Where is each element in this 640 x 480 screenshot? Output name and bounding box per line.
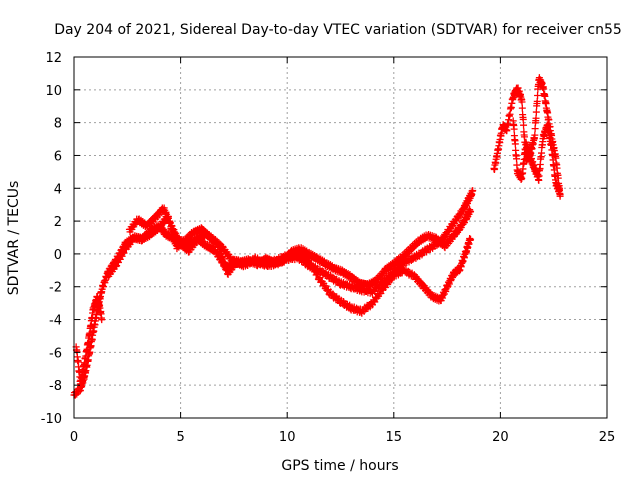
y-tick-label: 0	[54, 248, 62, 263]
data-point	[372, 293, 380, 301]
series-track-5	[509, 117, 564, 199]
series-track-4	[490, 74, 564, 200]
y-tick-label: -8	[49, 379, 62, 394]
y-tick-label: 8	[54, 117, 62, 132]
x-tick-label: 15	[386, 430, 403, 445]
data-point	[556, 191, 564, 199]
data-point	[513, 155, 521, 163]
data-point	[518, 104, 526, 112]
series-track-1	[70, 187, 477, 399]
x-tick-label: 20	[492, 430, 509, 445]
data-point	[533, 97, 541, 105]
plot-frame	[73, 56, 608, 419]
data-point	[308, 261, 316, 269]
data-point	[532, 108, 540, 116]
y-tick-label: 10	[45, 84, 62, 99]
y-tick-label: 2	[54, 215, 62, 230]
data-point	[467, 207, 475, 215]
axis-ticks: 0 5 10 15 20 25 -10 -8 -6 -4 -2 0 2 4 6 8 10 12	[41, 51, 616, 445]
y-tick-label: -4	[49, 314, 62, 329]
data-point	[534, 92, 542, 100]
data-point	[531, 125, 539, 133]
data-point	[510, 125, 518, 133]
x-tick-label: 5	[176, 430, 184, 445]
data-point	[467, 235, 475, 243]
y-tick-label: -10	[41, 412, 62, 427]
data-point	[469, 187, 477, 195]
grid	[74, 57, 607, 418]
x-axis-label: GPS time / hours	[281, 458, 398, 474]
data-point	[386, 277, 394, 285]
y-tick-label: -6	[49, 346, 62, 361]
y-tick-label: 6	[54, 149, 62, 164]
data-point	[377, 289, 385, 297]
series-track-6	[72, 292, 106, 388]
data-point	[309, 262, 317, 270]
y-axis-label: SDTVAR / TECUs	[6, 181, 22, 296]
data-point	[532, 114, 540, 122]
y-tick-label: -2	[49, 281, 62, 296]
data-points	[70, 74, 564, 399]
data-point	[511, 140, 519, 148]
x-tick-label: 25	[599, 430, 616, 445]
data-point	[311, 266, 319, 274]
series-track-2	[104, 212, 475, 317]
data-point	[388, 276, 396, 284]
series-track-3	[125, 204, 475, 291]
y-tick-label: 12	[45, 51, 62, 66]
data-point	[316, 274, 324, 282]
chart-title: Day 204 of 2021, Sidereal Day-to-day VTE…	[54, 22, 622, 38]
y-tick-label: 4	[54, 182, 62, 197]
data-point	[518, 98, 526, 106]
data-point	[531, 131, 539, 139]
data-point	[98, 316, 106, 324]
data-point	[520, 121, 528, 129]
data-point	[371, 298, 379, 306]
data-point	[324, 286, 332, 294]
x-tick-label: 0	[70, 430, 78, 445]
x-tick-label: 10	[279, 430, 296, 445]
data-point	[317, 278, 325, 286]
